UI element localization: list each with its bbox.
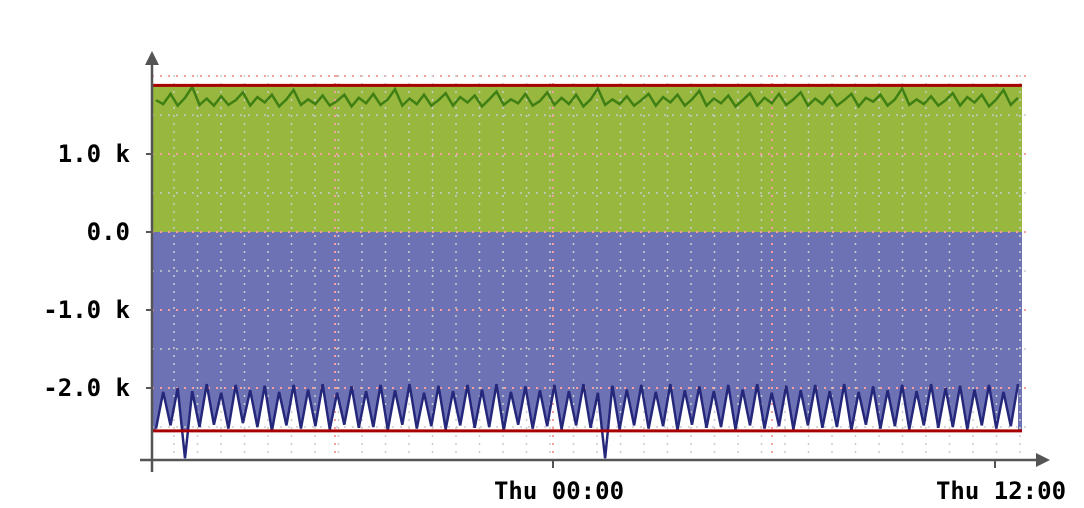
axes bbox=[140, 51, 1050, 472]
positive-series-cap bbox=[156, 85, 1018, 107]
y-tick-label: 1.0 k bbox=[58, 140, 131, 168]
x-tick-label: Thu 00:00 bbox=[494, 477, 624, 503]
y-tick-label: 0.0 bbox=[87, 218, 130, 246]
positive-area-fill bbox=[152, 85, 1022, 232]
y-axis-arrow bbox=[145, 51, 159, 65]
positive-series-line bbox=[155, 84, 1019, 109]
y-tick-label: -1.0 k bbox=[43, 296, 130, 324]
negative-series-line bbox=[154, 383, 1020, 459]
series-lines bbox=[154, 84, 1020, 459]
x-tick-label: Thu 12:00 bbox=[936, 477, 1066, 503]
y-tick-label: -2.0 k bbox=[43, 374, 130, 402]
area-fills bbox=[152, 85, 1022, 459]
x-axis-arrow bbox=[1036, 453, 1050, 467]
tick-labels: 1.0 k 0.0 -1.0 k -2.0 k Thu 00:00 Thu 12:00 bbox=[43, 140, 1066, 505]
limit-lines bbox=[152, 83, 1022, 433]
